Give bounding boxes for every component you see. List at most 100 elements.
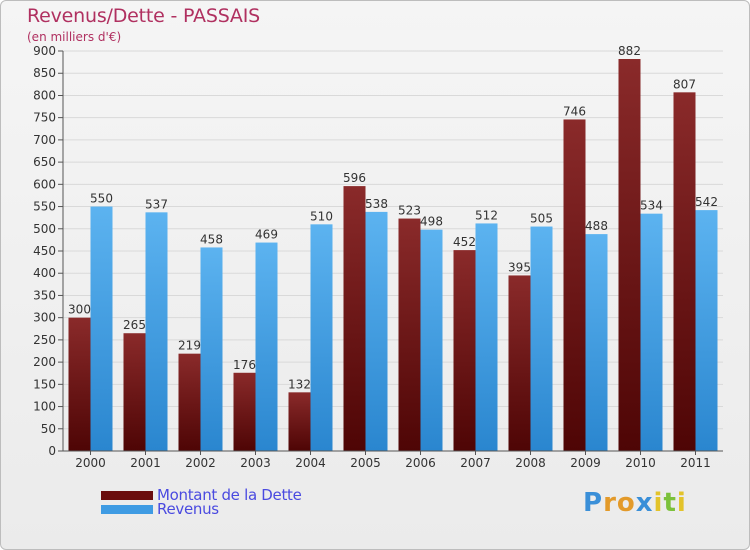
- y-tick-label: 900: [33, 44, 56, 58]
- legend-swatch-revenus: [101, 504, 153, 514]
- y-tick-label: 600: [33, 177, 56, 191]
- x-tick-label: 2007: [460, 456, 491, 470]
- logo-letter: i: [676, 488, 687, 518]
- data-label-revenus: 537: [145, 197, 168, 211]
- legend-swatch-debt: [101, 490, 153, 500]
- x-axis: 2000 2001 2002 2003 2004 2005 2006 2007 2008 2009…: [63, 450, 723, 470]
- bar-revenus: [200, 247, 223, 451]
- y-tick-label: 150: [33, 377, 56, 391]
- bar-revenus: [365, 211, 388, 451]
- data-label-dette: 746: [563, 104, 586, 118]
- y-tick-label: 350: [33, 288, 56, 302]
- data-label-dette: 132: [288, 377, 311, 391]
- legend-item-revenus: Revenus: [101, 500, 219, 518]
- x-tick-label: 2011: [680, 456, 711, 470]
- logo-letter: r: [603, 488, 617, 518]
- legend-item-debt: Montant de la Dette: [101, 486, 302, 504]
- x-tick-label: 2001: [130, 456, 161, 470]
- x-tick-label: 2003: [240, 456, 271, 470]
- data-label-revenus: 498: [420, 215, 443, 229]
- data-label-revenus: 538: [365, 197, 388, 211]
- y-tick-label: 450: [33, 244, 56, 258]
- logo-letter: i: [653, 488, 664, 518]
- data-label-revenus: 534: [640, 199, 663, 213]
- data-label-dette: 807: [673, 77, 696, 91]
- logo-letter: o: [616, 488, 636, 518]
- y-tick-label: 300: [33, 311, 56, 325]
- data-label-revenus: 542: [695, 195, 718, 209]
- y-tick-label: 550: [33, 200, 56, 214]
- bar-dette: [673, 92, 696, 451]
- bar-dette: [178, 353, 201, 451]
- bar-dette: [508, 275, 531, 451]
- bar-dette: [453, 250, 476, 451]
- data-label-revenus: 488: [585, 219, 608, 233]
- x-tick-label: 2000: [75, 456, 106, 470]
- chart-subtitle: (en milliers d'€): [27, 30, 122, 44]
- bar-revenus: [90, 206, 113, 451]
- data-label-dette: 452: [453, 235, 476, 249]
- proxiti-logo: Proxiti: [583, 488, 687, 518]
- y-tick-label: 0: [48, 444, 56, 458]
- y-tick-label: 800: [33, 88, 56, 102]
- data-label-revenus: 550: [90, 192, 113, 206]
- y-tick-label: 750: [33, 111, 56, 125]
- y-tick-label: 650: [33, 155, 56, 169]
- grid-lines: [63, 50, 723, 452]
- bar-revenus: [310, 224, 333, 451]
- data-label-revenus: 458: [200, 232, 223, 246]
- data-label-revenus: 469: [255, 228, 278, 242]
- y-tick-label: 50: [41, 422, 56, 436]
- x-tick-label: 2008: [515, 456, 546, 470]
- y-tick-label: 850: [33, 66, 56, 80]
- data-label-revenus: 505: [530, 212, 553, 226]
- y-axis: 0 50 100 150 200 250 300 350 400 450 500 550 600 650 7…: [33, 44, 64, 458]
- x-tick-label: 2004: [295, 456, 326, 470]
- bar-dette: [343, 186, 366, 451]
- data-label-dette: 300: [68, 303, 91, 317]
- bar-dette: [288, 392, 311, 451]
- data-label-dette: 176: [233, 358, 256, 372]
- legend-label-debt: Montant de la Dette: [157, 486, 302, 504]
- data-label-revenus: 512: [475, 208, 498, 222]
- bar-revenus: [695, 210, 718, 451]
- bar-dette: [123, 333, 146, 451]
- data-label-dette: 265: [123, 318, 146, 332]
- data-label-dette: 596: [343, 171, 366, 185]
- data-label-revenus: 510: [310, 209, 333, 223]
- data-label-dette: 523: [398, 204, 421, 218]
- bar-revenus: [640, 213, 663, 451]
- logo-letter: x: [635, 488, 654, 518]
- y-tick-label: 250: [33, 333, 56, 347]
- x-tick-label: 2006: [405, 456, 436, 470]
- bar-revenus: [585, 234, 608, 451]
- chart-title: Revenus/Dette - PASSAIS: [27, 5, 260, 27]
- x-tick-label: 2009: [570, 456, 601, 470]
- y-tick-label: 400: [33, 266, 56, 280]
- y-tick-label: 100: [33, 400, 56, 414]
- y-tick-label: 500: [33, 222, 56, 236]
- bar-dette: [398, 218, 421, 451]
- x-tick-label: 2002: [185, 456, 216, 470]
- bar-revenus: [145, 212, 168, 451]
- bar-dette: [563, 119, 586, 451]
- bar-revenus: [475, 223, 498, 451]
- x-tick-label: 2005: [350, 456, 381, 470]
- logo-letter: P: [583, 488, 604, 518]
- y-tick-label: 200: [33, 355, 56, 369]
- bar-dette: [233, 372, 256, 451]
- data-label-dette: 219: [178, 339, 201, 353]
- bar-revenus: [530, 226, 553, 451]
- logo-letter: t: [663, 488, 677, 518]
- bar-dette: [68, 317, 91, 451]
- y-tick-label: 700: [33, 133, 56, 147]
- legend-label-revenus: Revenus: [157, 500, 219, 518]
- bar-revenus: [255, 242, 278, 451]
- data-label-dette: 395: [508, 260, 531, 274]
- bar-dette: [618, 59, 641, 451]
- data-label-dette: 882: [618, 44, 641, 58]
- bar-revenus: [420, 229, 443, 451]
